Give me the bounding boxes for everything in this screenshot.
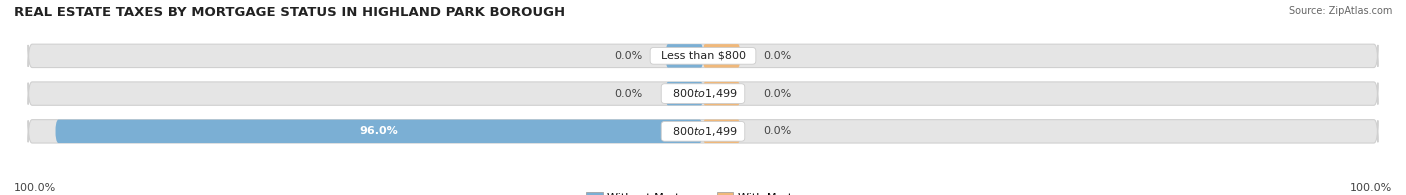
FancyBboxPatch shape bbox=[28, 44, 1378, 67]
Legend: Without Mortgage, With Mortgage: Without Mortgage, With Mortgage bbox=[582, 188, 824, 195]
FancyBboxPatch shape bbox=[703, 82, 740, 105]
FancyBboxPatch shape bbox=[28, 82, 1378, 105]
FancyBboxPatch shape bbox=[703, 44, 740, 67]
Text: REAL ESTATE TAXES BY MORTGAGE STATUS IN HIGHLAND PARK BOROUGH: REAL ESTATE TAXES BY MORTGAGE STATUS IN … bbox=[14, 6, 565, 19]
Text: 0.0%: 0.0% bbox=[763, 89, 792, 99]
Text: 0.0%: 0.0% bbox=[614, 51, 643, 61]
Text: $800 to $1,499: $800 to $1,499 bbox=[665, 87, 741, 100]
Text: $800 to $1,499: $800 to $1,499 bbox=[665, 125, 741, 138]
FancyBboxPatch shape bbox=[55, 120, 703, 143]
FancyBboxPatch shape bbox=[28, 120, 1378, 143]
Text: 0.0%: 0.0% bbox=[763, 126, 792, 136]
Text: Less than $800: Less than $800 bbox=[654, 51, 752, 61]
FancyBboxPatch shape bbox=[666, 44, 703, 67]
Text: 100.0%: 100.0% bbox=[14, 183, 56, 193]
Text: 96.0%: 96.0% bbox=[360, 126, 398, 136]
Text: Source: ZipAtlas.com: Source: ZipAtlas.com bbox=[1288, 6, 1392, 16]
Text: 0.0%: 0.0% bbox=[763, 51, 792, 61]
Text: 100.0%: 100.0% bbox=[1350, 183, 1392, 193]
FancyBboxPatch shape bbox=[666, 82, 703, 105]
Text: 0.0%: 0.0% bbox=[614, 89, 643, 99]
FancyBboxPatch shape bbox=[703, 120, 740, 143]
